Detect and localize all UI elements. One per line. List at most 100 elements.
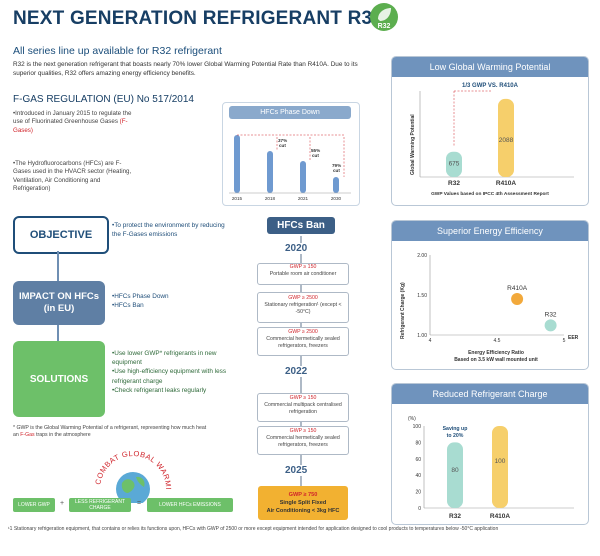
charge-y-tick: 80: [415, 440, 421, 446]
eer-x-tick: 4: [429, 338, 432, 344]
plus-sign: +: [60, 500, 65, 507]
eer-y-tick: 1.00: [417, 333, 427, 339]
r32-leaf-badge-icon: R32: [369, 2, 399, 32]
charge-tick-r32: R32: [449, 513, 461, 520]
eer-x-tick: 4.5: [494, 338, 501, 344]
connector-line: [57, 251, 59, 281]
objective-box: OBJECTIVE: [13, 216, 109, 254]
svg-text:cut: cut: [279, 143, 286, 148]
charge-y-tick: 60: [415, 457, 421, 463]
svg-text:cut: cut: [312, 153, 319, 158]
gwp-panel: Low Global Warming Potential 1/3 GWP VS.…: [391, 56, 589, 206]
combat-equation: LOWER GWP + LESS REFRIGERANT CHARGE = LO…: [13, 494, 233, 517]
gwp-bar-r32: [446, 151, 462, 177]
year-2020: 2020: [283, 243, 310, 254]
charge-tick-r410a: R410A: [490, 513, 511, 520]
impact-box: IMPACT ON HFCs (in EU): [13, 281, 105, 325]
phase-bar-2021: [300, 161, 306, 193]
eer-xlabel: Energy Efficiency Ratio: [468, 350, 524, 356]
eer-point-r32: [544, 319, 557, 332]
eer-y-tick: 1.50: [417, 293, 427, 299]
charge-unit: (%): [408, 416, 416, 422]
charge-panel-title: Reduced Refrigerant Charge: [392, 384, 588, 404]
phase-tick-2030: 2030: [331, 196, 342, 201]
eer-ylabel: Refrigerant Charge (Kg): [400, 282, 406, 339]
solution-item: •Check refrigerant leaks regularly: [112, 386, 207, 394]
gwp-value-label: 2088: [499, 137, 514, 144]
gwp-tick-r32: R32: [448, 180, 460, 187]
fgas-bullet-1-text: •Introduced in January 2015 to regulate …: [13, 110, 132, 126]
chip-lower-gwp: LOWER GWP: [13, 498, 55, 512]
hfc-phase-down-title: HFCs Phase Down: [229, 106, 351, 119]
hfc-phase-down-chart: 37% cut 55% cut 79% cut 2015 2018 2021 2…: [229, 134, 351, 201]
year-2022: 2022: [283, 366, 310, 377]
charge-bar-r410a: [492, 426, 508, 508]
gwp-subtitle: 1/3 GWP VS. R410A: [462, 83, 519, 89]
fgas-bullet-2: •The Hydrofluorocarbons (HFCs) are F-Gas…: [13, 160, 132, 193]
charge-y-tick: 0: [418, 506, 421, 512]
hfc-phase-down-panel: HFCs Phase Down 37% cut 55% cut 79% cut …: [222, 102, 360, 206]
gwp-chart: 1/3 GWP VS. R410A Global Warming Potenti…: [410, 83, 574, 197]
ban-card: GWP ≥ 2500 Stationary refrigeration¹ (ex…: [257, 292, 349, 323]
gwp-panel-title: Low Global Warming Potential: [392, 57, 588, 77]
eer-point-r410a: [511, 293, 524, 305]
solution-item: •Use high-efficiency equipment with less…: [112, 368, 227, 385]
cut-label-2021: 55%: [311, 148, 320, 153]
cut-label-2030: 79%: [332, 163, 341, 168]
chip-lower-emissions: LOWER HFCs EMISSIONS: [147, 498, 233, 512]
combat-globe-graphic: COMBAT GLOBAL WARMING: [88, 443, 173, 503]
phase-tick-2015: 2015: [232, 196, 243, 201]
gwp-tick-r410a: R410A: [496, 180, 517, 187]
charge-y-tick: 20: [415, 490, 421, 496]
charge-value-label: 80: [451, 467, 459, 474]
gwp-footnote: * GWP is the Global Warming Potential of…: [13, 425, 207, 438]
solution-item: •Use lower GWP* refrigerants in new equi…: [112, 350, 217, 367]
cut-label-2018: 37%: [278, 138, 287, 143]
gwp-caption: GWP Values based on IPCC 4th Assessment …: [431, 191, 549, 197]
page-footnote: ¹1 Stationary refrigeration equipment, t…: [8, 526, 499, 532]
charge-bar-r32: [447, 442, 463, 508]
impact-item-ban: •HFCs Ban: [112, 302, 144, 310]
intro-text: R32 is the next generation refrigerant t…: [13, 61, 358, 77]
phase-bar-2018: [267, 151, 273, 193]
charge-panel: Reduced Refrigerant Charge (%) 0 20 40 60 80…: [391, 383, 589, 525]
eer-y-tick: 2.00: [417, 253, 427, 259]
eer-chart: Refrigerant Charge (Kg) 4 4.5 5 1.00 1.50 2.0…: [400, 253, 579, 363]
objective-text: •To protect the environment by reducing …: [112, 222, 225, 239]
ban-card: GWP ≥ 150 Commercial hermetically sealed…: [257, 426, 349, 455]
svg-text:cut: cut: [333, 168, 340, 173]
impact-item-phase-down: •HFCs Phase Down: [112, 293, 169, 300]
intro-subheading: All series line up available for R32 ref…: [13, 45, 222, 57]
gwp-value-label: 675: [449, 161, 460, 168]
phase-tick-2021: 2021: [298, 196, 309, 201]
ban-card-final: GWP ≥ 750 Single Split Fixed Air Conditi…: [258, 486, 348, 520]
charge-annotation-line2: to 20%: [447, 433, 464, 439]
hfc-ban-title: HFCs Ban: [267, 217, 335, 234]
eer-point-label: R32: [545, 311, 557, 318]
eer-point-label: R410A: [507, 285, 528, 292]
eer-note: Based on 3.5 kW wall mounted unit: [454, 357, 538, 363]
phase-bar-2015: [234, 135, 240, 193]
solutions-list: •Use lower GWP* refrigerants in new equi…: [112, 349, 237, 395]
year-2025: 2025: [283, 465, 310, 476]
ban-card: GWP ≥ 150 Portable room air conditioner: [257, 263, 349, 285]
phase-tick-2018: 2018: [265, 196, 276, 201]
svg-text:R32: R32: [378, 23, 391, 30]
charge-y-tick: 100: [413, 424, 422, 430]
fgas-title: F-GAS REGULATION (EU) No 517/2014: [13, 94, 194, 105]
gwp-ylabel: Global Warming Potential: [410, 114, 416, 175]
ban-card: GWP ≥ 2500 Commercial hermetically seale…: [257, 327, 349, 356]
eer-panel: Superior Energy Efficiency Refrigerant C…: [391, 220, 589, 370]
chip-less-refrigerant: LESS REFRIGERANT CHARGE: [69, 498, 131, 512]
eer-panel-title: Superior Energy Efficiency: [392, 221, 588, 241]
charge-annotation-line1: Saving up: [443, 426, 468, 432]
fgas-term: (F-Gases): [13, 118, 128, 134]
gwp-bar-r410a: [498, 98, 514, 177]
connector-line: [57, 325, 59, 341]
phase-bar-2030: [333, 177, 339, 193]
ban-card: GWP ≥ 150 Commercial multipack centralis…: [257, 393, 349, 422]
impact-list: •HFCs Phase Down •HFCs Ban: [112, 292, 222, 310]
equals-sign: =: [137, 500, 142, 507]
charge-y-tick: 40: [415, 473, 421, 479]
